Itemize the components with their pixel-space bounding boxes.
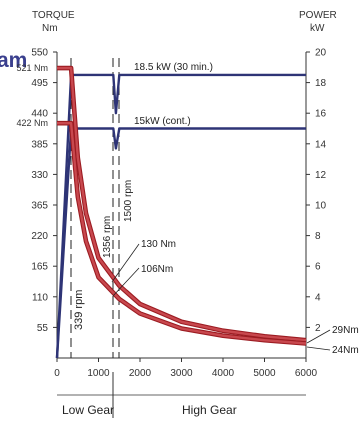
annotation-1500-rpm: 1500 rpm	[123, 180, 134, 222]
power-axis-title: POWER	[299, 10, 337, 21]
annotation-1356-rpm: 1356 rpm	[102, 216, 113, 258]
y-right-tick-label: 8	[315, 231, 321, 242]
y-left-tick-label: 365	[31, 201, 48, 212]
y-left-tick-label: 55	[37, 323, 49, 334]
annotation-339-rpm: 339 rpm	[73, 290, 85, 330]
y-right-tick-label: 4	[315, 292, 321, 303]
torque-curve-130-nm	[57, 66, 307, 342]
torque-axis-unit: Nm	[42, 23, 58, 34]
y-right-tick-label: 20	[315, 48, 327, 59]
y-left-special-label: 422 Nm	[16, 118, 48, 128]
leader-24nm	[306, 346, 331, 351]
y-right-tick-label: 2	[315, 323, 321, 334]
y-right-tick-label: 18	[315, 78, 327, 89]
cutoff-overlay-text: am	[0, 49, 27, 72]
series-group	[55, 65, 307, 359]
x-tick-label: 1000	[87, 368, 110, 379]
series-label-106nm: 106Nm	[141, 264, 173, 275]
x-tick-label: 4000	[212, 368, 235, 379]
x-tick-label: 2000	[129, 368, 152, 379]
series-label-130nm: 130 Nm	[141, 239, 176, 250]
power-curve-15kw-cont	[55, 127, 306, 359]
y-right-ticks: 2 4 6 8 10 12 14 16 18 20	[306, 48, 327, 334]
annotation-29nm: 29Nm	[332, 325, 359, 336]
torque-curve-casing-106nm	[57, 120, 307, 346]
gear-label-low: Low Gear	[62, 403, 114, 417]
y-left-tick-label: 385	[31, 139, 48, 150]
x-tick-label: 3000	[170, 368, 193, 379]
y-right-tick-label: 6	[315, 262, 321, 273]
y-left-special-label: 521 Nm	[16, 63, 48, 73]
leader-130nm	[111, 243, 140, 283]
y-left-tick-label: 165	[31, 262, 48, 273]
leader-29nm	[306, 329, 331, 344]
x-tick-label: 6000	[295, 368, 318, 379]
torque-curve-casing-130-nm	[57, 65, 307, 343]
torque-axis-title: TORQUE	[32, 10, 75, 21]
leader-106nm	[112, 267, 140, 297]
series-label-15kw: 15kW (cont.)	[134, 116, 191, 127]
y-right-tick-label: 10	[315, 201, 327, 212]
series-label-18-5kw: 18.5 kW (30 min.)	[134, 62, 213, 73]
y-left-tick-label: 550	[31, 48, 48, 59]
y-left-tick-label: 440	[31, 109, 48, 120]
y-left-tick-label: 110	[32, 292, 48, 303]
x-tick-label: 5000	[253, 368, 276, 379]
x-tick-label: 0	[54, 368, 60, 379]
x-ticks: 0 1000 2000 3000 4000 5000 6000	[54, 358, 318, 379]
y-right-tick-label: 14	[315, 139, 327, 150]
y-left-tick-label: 330	[31, 170, 48, 181]
annotation-24nm: 24Nm	[332, 345, 359, 356]
y-left-ticks: 55 110 165 220 365 330 385 440 495 550 521 Nm 422 N…	[16, 48, 57, 334]
power-axis-unit: kW	[310, 23, 325, 34]
y-left-tick-label: 220	[31, 231, 48, 242]
y-left-tick-label: 495	[31, 78, 48, 89]
y-right-tick-label: 16	[315, 109, 327, 120]
y-right-tick-label: 12	[315, 170, 327, 181]
gear-label-high: High Gear	[182, 403, 237, 417]
torque-curve-106nm	[57, 122, 307, 345]
